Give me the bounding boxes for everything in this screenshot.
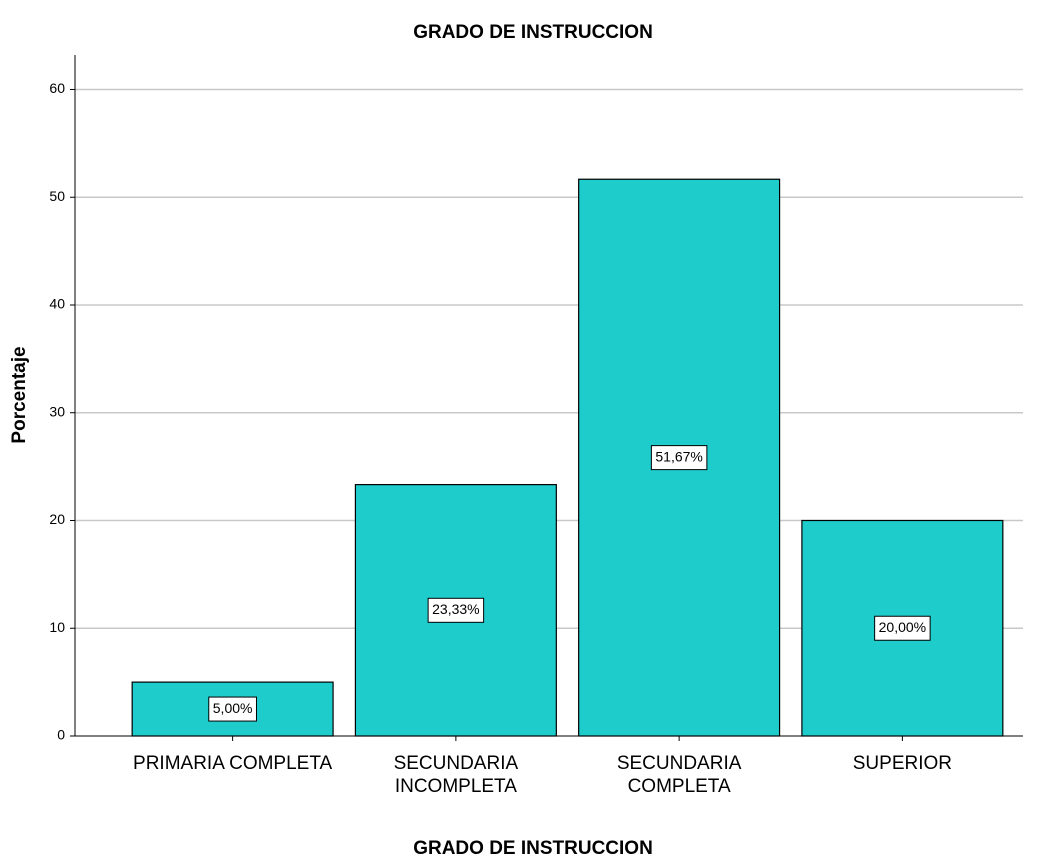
y-axis-label: Porcentaje bbox=[9, 346, 30, 443]
data-label: 5,00% bbox=[213, 700, 253, 716]
data-label: 51,67% bbox=[655, 448, 702, 464]
y-tick-label: 10 bbox=[49, 619, 65, 635]
data-label: 23,33% bbox=[432, 601, 479, 617]
y-tick-label: 0 bbox=[57, 727, 65, 743]
x-axis-label: GRADO DE INSTRUCCION bbox=[413, 838, 653, 859]
y-tick-label: 40 bbox=[49, 296, 65, 312]
y-tick-label: 20 bbox=[49, 511, 65, 527]
chart-title: GRADO DE INSTRUCCION bbox=[413, 22, 653, 43]
y-tick-label: 60 bbox=[49, 80, 65, 96]
data-label-box bbox=[208, 696, 257, 722]
x-tick-label: SECUNDARIA COMPLETA bbox=[617, 753, 742, 797]
x-tick-label: PRIMARIA COMPLETA bbox=[133, 753, 333, 774]
x-tick-label: SUPERIOR bbox=[853, 753, 952, 774]
data-label-box bbox=[650, 445, 708, 471]
data-label: 20,00% bbox=[879, 619, 926, 635]
x-tick-label: SECUNDARIA INCOMPLETA bbox=[394, 753, 519, 797]
y-tick-label: 30 bbox=[49, 403, 65, 419]
data-label-box bbox=[427, 597, 485, 623]
y-tick-label: 50 bbox=[49, 188, 65, 204]
data-label-box bbox=[874, 615, 931, 641]
